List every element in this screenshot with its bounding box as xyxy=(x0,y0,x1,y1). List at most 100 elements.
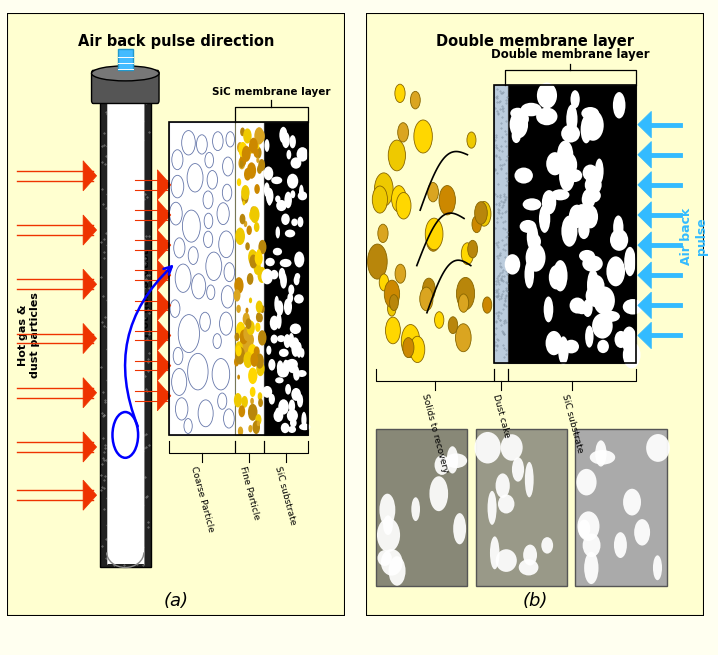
Ellipse shape xyxy=(271,177,282,184)
Ellipse shape xyxy=(498,495,514,514)
Ellipse shape xyxy=(302,412,307,428)
Circle shape xyxy=(249,138,258,154)
Ellipse shape xyxy=(582,191,595,208)
Polygon shape xyxy=(638,202,651,228)
Text: Hot gas &
dust particles: Hot gas & dust particles xyxy=(19,293,40,379)
Circle shape xyxy=(236,227,245,245)
Ellipse shape xyxy=(379,494,396,526)
Ellipse shape xyxy=(539,204,550,233)
Ellipse shape xyxy=(571,90,579,108)
Ellipse shape xyxy=(411,497,420,521)
Ellipse shape xyxy=(624,247,635,276)
Ellipse shape xyxy=(381,549,403,576)
Ellipse shape xyxy=(582,255,603,272)
Ellipse shape xyxy=(290,419,297,427)
Ellipse shape xyxy=(276,301,284,316)
Text: SiC substrate: SiC substrate xyxy=(560,393,584,453)
Ellipse shape xyxy=(510,111,528,138)
Ellipse shape xyxy=(284,299,292,315)
Polygon shape xyxy=(83,480,97,510)
Circle shape xyxy=(243,326,252,341)
Circle shape xyxy=(242,146,251,162)
Text: Double membrane layer: Double membrane layer xyxy=(491,48,650,62)
Bar xyxy=(508,85,636,363)
Ellipse shape xyxy=(262,386,272,398)
Circle shape xyxy=(197,135,208,154)
Text: Hot gas & dust: Hot gas & dust xyxy=(141,250,151,337)
Circle shape xyxy=(248,344,257,361)
Circle shape xyxy=(255,147,261,159)
Circle shape xyxy=(374,173,393,206)
Ellipse shape xyxy=(280,364,289,377)
Text: Fine Particle: Fine Particle xyxy=(238,465,261,521)
Circle shape xyxy=(239,350,244,360)
Circle shape xyxy=(207,170,218,189)
Ellipse shape xyxy=(567,104,577,134)
Ellipse shape xyxy=(578,519,590,538)
Ellipse shape xyxy=(291,337,299,352)
Circle shape xyxy=(258,392,262,400)
Ellipse shape xyxy=(569,297,585,314)
Circle shape xyxy=(218,393,227,409)
Polygon shape xyxy=(638,232,651,258)
Ellipse shape xyxy=(91,66,159,81)
Ellipse shape xyxy=(546,152,564,176)
Circle shape xyxy=(236,322,246,338)
Ellipse shape xyxy=(294,273,300,280)
Ellipse shape xyxy=(592,313,612,339)
Ellipse shape xyxy=(298,191,307,200)
Polygon shape xyxy=(638,322,651,348)
Circle shape xyxy=(256,157,259,163)
Ellipse shape xyxy=(613,92,625,119)
Circle shape xyxy=(248,425,253,432)
Ellipse shape xyxy=(297,147,308,162)
Circle shape xyxy=(401,324,420,358)
Ellipse shape xyxy=(615,331,627,348)
Circle shape xyxy=(403,337,414,358)
Ellipse shape xyxy=(292,388,301,401)
Ellipse shape xyxy=(585,326,594,348)
Ellipse shape xyxy=(582,534,600,557)
Bar xyxy=(476,429,567,586)
Circle shape xyxy=(439,185,455,215)
Ellipse shape xyxy=(266,346,271,355)
Ellipse shape xyxy=(284,334,291,348)
Circle shape xyxy=(187,353,208,390)
Circle shape xyxy=(203,231,213,248)
Circle shape xyxy=(260,305,265,313)
Ellipse shape xyxy=(299,185,304,200)
Ellipse shape xyxy=(297,394,303,407)
Ellipse shape xyxy=(287,409,298,422)
Circle shape xyxy=(256,303,261,310)
Ellipse shape xyxy=(277,365,289,377)
Circle shape xyxy=(217,203,229,225)
Ellipse shape xyxy=(445,453,467,468)
Polygon shape xyxy=(83,432,97,462)
Ellipse shape xyxy=(577,512,600,541)
Ellipse shape xyxy=(495,550,517,572)
Circle shape xyxy=(472,216,481,233)
Circle shape xyxy=(258,313,263,322)
Ellipse shape xyxy=(529,234,541,249)
Circle shape xyxy=(242,152,246,160)
Circle shape xyxy=(467,132,476,148)
Ellipse shape xyxy=(595,440,607,466)
Ellipse shape xyxy=(289,135,296,148)
Circle shape xyxy=(258,159,265,171)
Circle shape xyxy=(244,168,251,181)
Ellipse shape xyxy=(527,223,538,251)
Polygon shape xyxy=(83,378,97,408)
Circle shape xyxy=(174,238,185,258)
Circle shape xyxy=(235,290,240,299)
Circle shape xyxy=(257,421,260,426)
Circle shape xyxy=(395,84,405,103)
Circle shape xyxy=(391,185,406,212)
Ellipse shape xyxy=(559,161,575,191)
Ellipse shape xyxy=(266,188,274,204)
Circle shape xyxy=(253,421,260,434)
Circle shape xyxy=(251,346,257,358)
Circle shape xyxy=(389,295,398,310)
Ellipse shape xyxy=(582,164,598,181)
Polygon shape xyxy=(638,172,651,198)
Ellipse shape xyxy=(434,455,449,475)
